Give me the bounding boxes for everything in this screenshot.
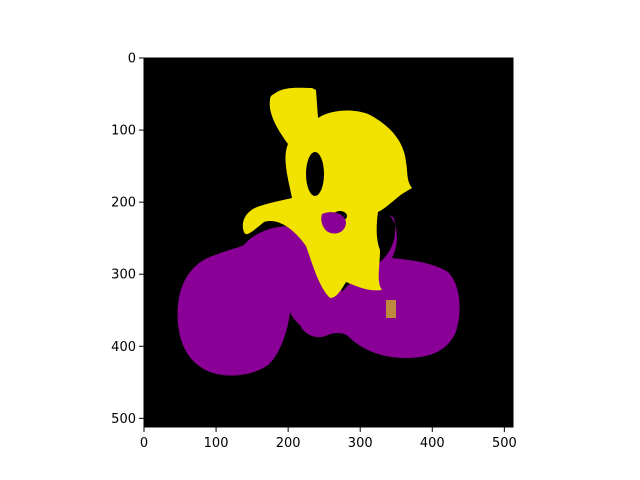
x-tick-label: 400 (420, 436, 445, 451)
y-axis: 0 100 200 300 400 500 (111, 52, 144, 427)
x-tick-label: 300 (348, 436, 373, 451)
x-axis: 0 100 200 300 400 500 (140, 427, 517, 451)
x-tick-label: 200 (276, 436, 301, 451)
purple-region (177, 214, 460, 376)
yellow-region (242, 87, 412, 299)
y-tick-label: 300 (111, 268, 136, 283)
x-tick-label: 0 (140, 436, 148, 451)
yellow-region-hole (306, 152, 324, 196)
x-tick-label: 100 (204, 436, 229, 451)
axes-frame (143, 57, 514, 428)
yellow-speckle (386, 300, 396, 318)
y-tick-label: 0 (128, 52, 136, 67)
y-tick-label: 100 (111, 124, 136, 139)
image-panel (144, 58, 513, 427)
y-tick-label: 200 (111, 196, 136, 211)
x-tick-label: 500 (492, 436, 517, 451)
y-tick-label: 500 (111, 412, 136, 427)
y-tick-label: 400 (111, 340, 136, 355)
purple-patch (321, 212, 346, 234)
